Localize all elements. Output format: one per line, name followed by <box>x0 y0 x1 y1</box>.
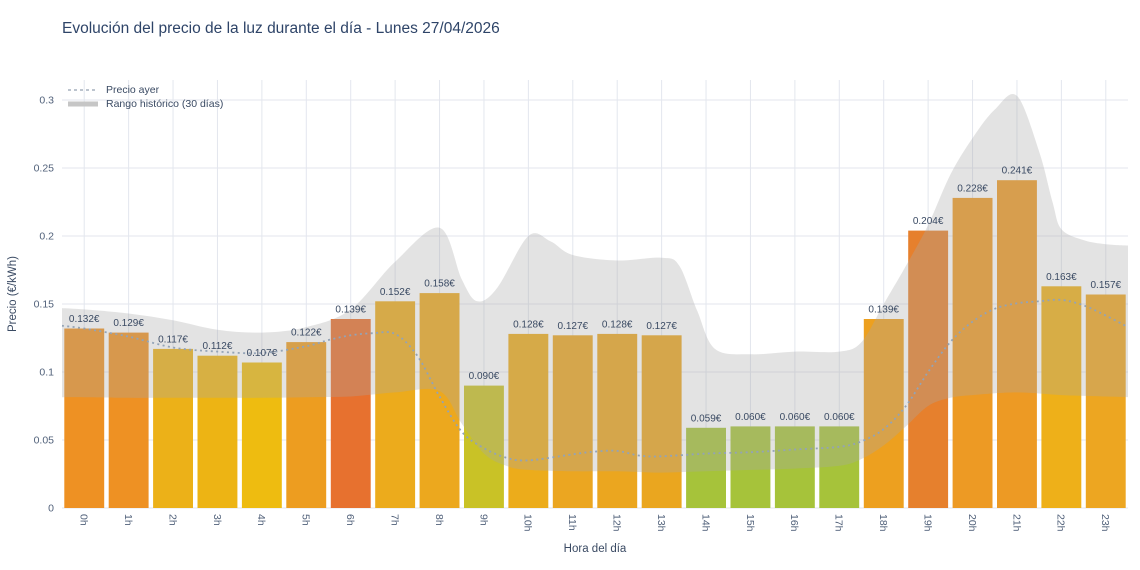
x-tick-label-13h: 13h <box>655 514 667 532</box>
bar-14h[interactable] <box>686 427 726 508</box>
historical-range-band <box>62 93 1128 473</box>
y-tick-labels: 0 0.05 0.1 0.15 0.2 0.25 0.3 <box>34 95 55 515</box>
precio-ayer-line <box>61 298 1129 462</box>
bar-value-label: 0.128€ <box>602 319 633 330</box>
bar-value-label: 0.139€ <box>868 304 899 315</box>
x-tick-label-11h: 11h <box>566 514 578 531</box>
bar-value-label: 0.132€ <box>69 314 100 325</box>
bar-value-label: 0.152€ <box>380 287 411 298</box>
bar-value-label: 0.204€ <box>913 216 944 227</box>
bar-11h[interactable] <box>552 335 593 508</box>
bar-7h[interactable] <box>375 301 416 508</box>
bar-9h[interactable] <box>464 385 504 508</box>
x-tick-label-19h: 19h <box>921 514 933 532</box>
bar-value-label: 0.158€ <box>424 279 455 290</box>
bar-4h[interactable] <box>241 362 282 509</box>
x-tick-label-12h: 12h <box>611 514 623 532</box>
bar-value-labels: 0.132€ 0.129€ 0.117€ 0.112€ 0.107€ 0.122€ 0.13… <box>69 166 1122 425</box>
bar-value-label: 0.112€ <box>203 341 233 352</box>
bar-16h[interactable] <box>774 426 815 508</box>
x-tick-label-18h: 18h <box>877 514 889 532</box>
y-tick-label: 0.15 <box>34 299 55 311</box>
bar-value-label: 0.090€ <box>469 371 500 382</box>
x-tick-label-16h: 16h <box>788 514 800 532</box>
legend-label-rango-historico: Rango histórico (30 días) <box>106 98 224 110</box>
x-tick-label-6h: 6h <box>344 514 356 526</box>
legend-item-precio-ayer[interactable]: Precio ayer <box>68 84 223 96</box>
x-tick-label-21h: 21h <box>1010 514 1022 532</box>
bar-12h[interactable] <box>597 333 638 508</box>
x-tick-label-5h: 5h <box>300 514 312 526</box>
bar-value-label: 0.241€ <box>1002 166 1033 177</box>
bar-22h[interactable] <box>1041 286 1082 508</box>
chart-title: Evolución del precio de la luz durante e… <box>62 20 500 37</box>
bar-value-label: 0.128€ <box>513 319 544 330</box>
bar-23h[interactable] <box>1085 294 1126 509</box>
bar-6h[interactable] <box>330 319 371 508</box>
y-axis-title: Precio (€/kWh) <box>7 255 19 333</box>
bar-value-label: 0.228€ <box>957 183 988 194</box>
y-tick-label: 0.25 <box>34 163 55 175</box>
bar-10h[interactable] <box>508 333 549 508</box>
x-tick-label-10h: 10h <box>522 514 534 532</box>
bar-0h[interactable] <box>64 328 105 509</box>
bar-5h[interactable] <box>286 342 327 508</box>
bar-20h[interactable] <box>952 197 993 508</box>
x-tick-label-3h: 3h <box>211 514 223 526</box>
x-tick-labels: 0h 1h 2h 3h 4h 5h 6h 7h 8h 9h 10h 11h 12h 13h 14h 15h 16… <box>78 514 1112 532</box>
legend: Precio ayer Rango histórico (30 días) <box>68 84 223 110</box>
dashed-line-swatch-icon <box>68 89 98 91</box>
bar-value-label: 0.163€ <box>1046 272 1077 283</box>
y-tick-label: 0.1 <box>39 367 54 379</box>
x-tick-label-1h: 1h <box>122 514 134 526</box>
bar-value-label: 0.139€ <box>335 304 366 315</box>
y-tick-label: 0.05 <box>34 435 55 447</box>
bar-value-label: 0.060€ <box>735 412 766 423</box>
x-tick-label-15h: 15h <box>744 514 756 532</box>
legend-item-rango-historico[interactable]: Rango histórico (30 días) <box>68 98 223 110</box>
x-tick-label-9h: 9h <box>477 514 489 526</box>
bar-1h[interactable] <box>108 332 149 508</box>
x-tick-label-22h: 22h <box>1055 514 1067 532</box>
bar-value-label: 0.127€ <box>557 321 588 332</box>
bar-3h[interactable] <box>197 355 238 508</box>
x-tick-label-20h: 20h <box>966 514 978 532</box>
bar-value-label: 0.117€ <box>158 334 188 345</box>
bar-value-label: 0.127€ <box>646 321 677 332</box>
bar-value-label: 0.129€ <box>113 318 144 329</box>
x-tick-label-2h: 2h <box>166 514 178 526</box>
x-tick-label-0h: 0h <box>78 514 90 526</box>
x-axis-title: Hora del día <box>563 543 627 555</box>
bar-value-label: 0.060€ <box>824 412 855 423</box>
y-tick-label: 0.3 <box>39 95 54 107</box>
bar-value-label: 0.157€ <box>1090 280 1121 291</box>
legend-label-precio-ayer: Precio ayer <box>106 84 160 96</box>
x-tick-label-17h: 17h <box>833 514 845 532</box>
bar-17h[interactable] <box>819 426 860 508</box>
bar-13h[interactable] <box>641 335 682 508</box>
bar-15h[interactable] <box>730 426 771 508</box>
bar-value-label: 0.060€ <box>780 412 811 423</box>
bar-21h[interactable] <box>997 180 1037 508</box>
bar-value-label: 0.059€ <box>691 413 722 424</box>
x-tick-label-14h: 14h <box>699 514 711 532</box>
x-tick-label-4h: 4h <box>255 514 267 526</box>
x-tick-label-7h: 7h <box>388 514 400 526</box>
bar-18h[interactable] <box>863 319 904 508</box>
y-tick-label: 0 <box>48 503 54 515</box>
bar-19h[interactable] <box>908 230 949 508</box>
band-swatch-icon <box>68 101 98 107</box>
x-tick-label-23h: 23h <box>1099 514 1111 532</box>
x-tick-label-8h: 8h <box>433 514 445 526</box>
y-tick-label: 0.2 <box>39 231 54 243</box>
bar-8h[interactable] <box>419 293 460 508</box>
bar-value-label: 0.122€ <box>291 328 322 339</box>
bar-value-label: 0.107€ <box>247 348 278 359</box>
price-bars <box>64 180 1126 509</box>
bar-2h[interactable] <box>153 348 193 508</box>
